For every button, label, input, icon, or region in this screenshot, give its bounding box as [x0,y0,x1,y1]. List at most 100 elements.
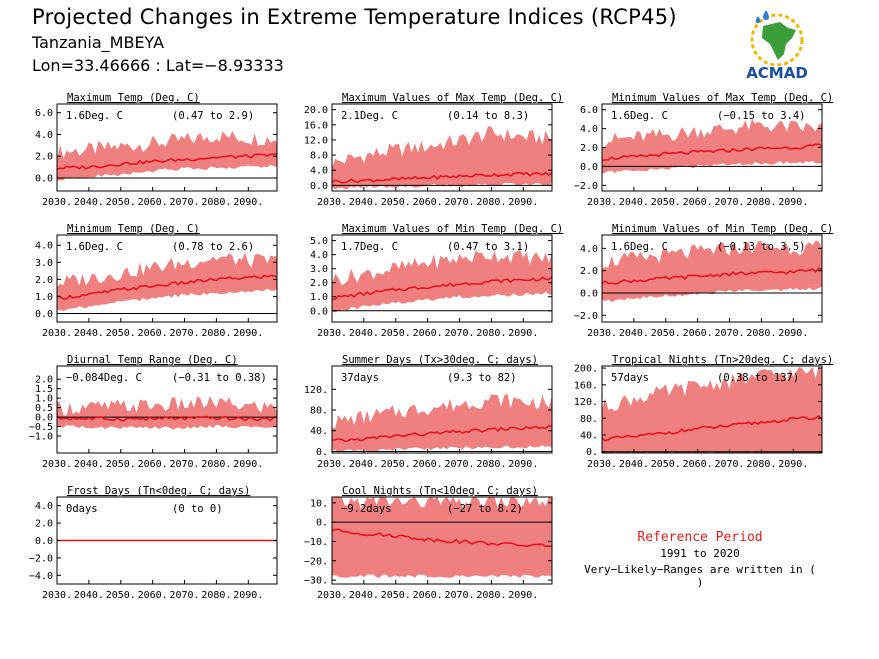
change-summary: 1.6Deg. C [66,241,123,253]
y-tick-label: −30. [304,576,328,587]
x-tick-label: 2050. [651,328,681,339]
x-tick-label: 2050. [106,197,136,208]
x-tick-label: 2050. [381,197,411,208]
page-header: Projected Changes in Extreme Temperature… [0,0,879,90]
plot-frame [56,103,278,192]
x-tick-label: 2090. [778,459,808,470]
very-likely-range-band [57,130,277,181]
chart-panel-3: −2.0 0.0 2.0 4.0 6.0 2030. 2040. 2050. 2060. 2070… [574,92,833,208]
x-tick-label: 2030. [587,328,617,339]
chart-title: Cool Nights (Tn<10deg. C; days) [342,485,538,497]
y-tick-label: 1.0 [35,292,53,303]
chart-title: Minimum Values of Min Temp (Deg. C) [612,223,833,235]
x-tick-label: 2070. [714,328,744,339]
x-tick-label: 2060. [413,197,443,208]
x-tick-label: 2070. [169,328,199,339]
plot-frame [331,103,553,192]
x-tick-label: 2070. [444,328,474,339]
y-tick-label: 0. [316,447,328,458]
chart-title: Frost Days (Tn<0deg. C; days) [67,485,250,497]
x-tick-label: 2050. [381,590,411,601]
y-tick-label: 40. [580,431,598,442]
plot-frame [331,234,553,323]
reference-period-note: Reference Period 1991 to 2020 Very−Likel… [580,530,820,589]
likely-range: (−0.13 to 3.5) [717,241,806,253]
y-tick-label: 20.0 [304,105,328,116]
x-tick-label: 2080. [476,328,506,339]
x-tick-label: 2060. [683,197,713,208]
x-tick-label: 2030. [42,590,72,601]
y-tick-label: 200. [574,364,598,375]
y-tick-label: 0.0 [310,181,328,192]
likely-range: (0.78 to 2.6) [172,241,254,253]
chart-title: Maximum Temp (Deg. C) [67,92,200,104]
x-tick-label: 2080. [201,459,231,470]
ensemble-median-line [56,415,278,422]
change-summary: 1.6Deg. C [611,110,668,122]
y-tick-label: 2.0 [35,519,53,530]
x-tick-label: 2080. [476,197,506,208]
chart-title: Summer Days (Tx>30deg. C; days) [342,354,538,366]
y-tick-label: 3.0 [310,264,328,275]
x-tick-label: 2070. [714,459,744,470]
x-tick-label: 2030. [317,328,347,339]
likely-range: (0.14 to 8.3) [447,110,529,122]
x-tick-label: 2050. [651,459,681,470]
plot-frame [331,496,553,585]
y-tick-label: −2.0 [574,311,598,322]
y-tick-label: 12.0 [304,135,328,146]
y-tick-label: 8.0 [310,151,328,162]
x-tick-label: 2060. [138,590,168,601]
y-tick-label: 5.0 [310,236,328,247]
x-tick-label: 2030. [317,590,347,601]
x-tick-label: 2050. [381,328,411,339]
y-tick-label: 80. [310,406,328,417]
likely-range: (0.47 to 2.9) [172,110,254,122]
y-tick-label: 4.0 [35,130,53,141]
ensemble-median-line [601,143,823,162]
y-tick-label: 0.0 [580,162,598,173]
y-tick-label: 0.0 [35,309,53,320]
y-tick-label: 4.0 [580,244,598,255]
x-tick-label: 2090. [233,197,263,208]
change-summary: 0days [66,503,98,515]
y-tick-label: 0.0 [35,413,53,424]
y-tick-label: 1.5 [35,384,53,395]
ensemble-median-line [331,425,553,442]
x-tick-label: 2030. [587,197,617,208]
y-tick-label: 2.0 [580,143,598,154]
y-tick-label: 16.0 [304,120,328,131]
y-tick-label: 10. [310,498,328,509]
y-tick-label: 0.5 [35,403,53,414]
very-likely-range-band [332,393,552,453]
x-tick-label: 2040. [74,328,104,339]
x-tick-label: 2080. [476,459,506,470]
change-summary: −0.084Deg. C [66,372,142,384]
y-tick-label: 1.0 [310,292,328,303]
x-tick-label: 2090. [233,459,263,470]
x-tick-label: 2060. [138,197,168,208]
change-summary: 37days [341,372,379,384]
chart-title: Maximum Values of Max Temp (Deg. C) [342,92,563,104]
x-tick-label: 2090. [233,328,263,339]
chart-panel-1: 0.0 2.0 4.0 6.0 2030. 2040. 2050. 2060. 2070. 208… [35,92,278,208]
very-likely-range-band [602,118,822,175]
coordinates-label: Lon=33.46666 : Lat=−8.93333 [32,56,284,75]
likely-range: (9.3 to 82) [447,372,517,384]
chart-panel-10: −4.0 −2.0 0.0 2.0 4.0 2030. 2040. 2050. 2060. 207… [29,485,278,601]
x-tick-label: 2070. [444,459,474,470]
ensemble-median-line [601,267,823,285]
plot-frame [56,365,278,454]
x-tick-label: 2040. [619,328,649,339]
x-tick-label: 2090. [778,197,808,208]
chart-panel-11: −30. −20. −10. 0. 10. 2030. 2040. 2050. 2060. 207… [304,485,553,601]
very-likely-range-band [332,126,552,190]
likely-range: (−0.15 to 3.4) [717,110,806,122]
x-tick-label: 2060. [413,459,443,470]
chart-title: Minimum Values of Max Temp (Deg. C) [612,92,833,104]
x-tick-label: 2040. [74,590,104,601]
ensemble-median-line [331,276,553,301]
y-tick-label: 6.0 [580,105,598,116]
